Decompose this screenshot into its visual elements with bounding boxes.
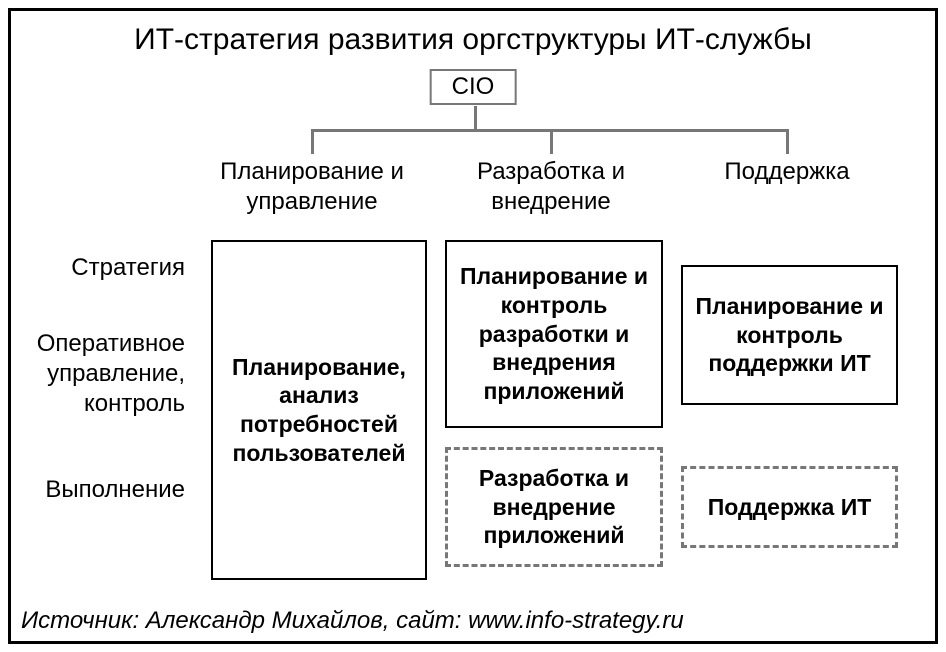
source-citation: Источник: Александр Михайлов, сайт: www.… (21, 607, 684, 635)
row-label-operational: Оперативное управление, контроль (1, 329, 185, 419)
column-header-support-text: Поддержка (724, 158, 849, 185)
column-header-development: Разработка и внедрение (445, 157, 657, 217)
column-header-planning-text: Планирование и управление (220, 158, 404, 215)
box-dev-impl: Разработка и внедрение приложений (445, 447, 663, 567)
connector-stem (474, 106, 477, 131)
row-label-strategy: Стратегия (15, 253, 185, 283)
box-plan-control-support: Планирование и контроль поддержки ИТ (681, 265, 898, 405)
root-node-cio: CIO (430, 69, 517, 105)
diagram-frame: ИТ-стратегия развития оргструктуры ИТ-сл… (8, 8, 938, 644)
box-dev-impl-text: Разработка и внедрение приложений (456, 464, 652, 550)
box-plan-control-dev: Планирование и контроль разработки и вне… (445, 240, 663, 428)
box-plan-control-dev-text: Планирование и контроль разработки и вне… (455, 262, 653, 406)
row-label-operational-text: Оперативное управление, контроль (37, 330, 185, 417)
box-support-it-text: Поддержка ИТ (708, 493, 872, 522)
diagram-title: ИТ-стратегия развития оргструктуры ИТ-сл… (11, 23, 935, 57)
column-header-support: Поддержка (679, 157, 895, 187)
box-planning-analysis-text: Планирование, анализ потребностей пользо… (221, 353, 417, 468)
connector-drop-col3 (786, 129, 789, 154)
row-label-execution-text: Выполнение (45, 476, 185, 503)
row-label-strategy-text: Стратегия (71, 254, 185, 281)
row-label-execution: Выполнение (15, 475, 185, 505)
box-planning-analysis: Планирование, анализ потребностей пользо… (211, 240, 427, 580)
column-header-planning: Планирование и управление (196, 157, 428, 217)
column-header-development-text: Разработка и внедрение (477, 158, 625, 215)
box-plan-control-support-text: Планирование и контроль поддержки ИТ (691, 292, 888, 378)
box-support-it: Поддержка ИТ (681, 466, 898, 548)
connector-drop-col2 (550, 129, 553, 154)
connector-drop-col1 (311, 129, 314, 154)
